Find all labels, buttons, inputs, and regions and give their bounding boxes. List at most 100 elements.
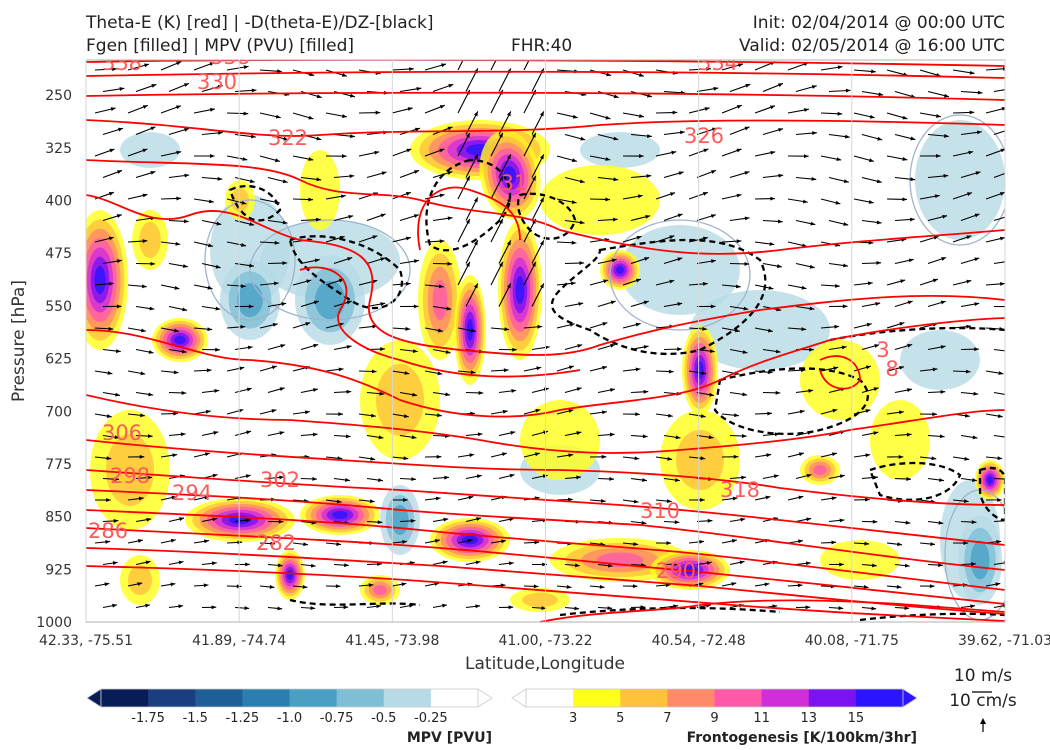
wind-vector-head bbox=[271, 365, 277, 370]
wind-vector-head bbox=[404, 371, 410, 375]
field-fill bbox=[139, 222, 161, 258]
wind-vector-head bbox=[974, 257, 980, 262]
wind-vector-head bbox=[670, 192, 676, 196]
wind-vector-head bbox=[610, 343, 616, 348]
wind-vector-head bbox=[607, 563, 613, 568]
colorbar-extend-left bbox=[511, 688, 527, 708]
wind-vector-head bbox=[216, 221, 222, 226]
wind-vector-head bbox=[764, 582, 770, 587]
wind-vector-head bbox=[579, 179, 585, 184]
field-blob bbox=[958, 515, 1002, 605]
wind-vector-head bbox=[907, 343, 913, 348]
colorbar-segment bbox=[336, 689, 385, 707]
field-fill bbox=[520, 400, 600, 480]
field-fill bbox=[287, 570, 293, 580]
wind-vector-head bbox=[571, 240, 577, 245]
wind-vector-head bbox=[838, 606, 844, 611]
wind-vector-head bbox=[969, 70, 975, 75]
wind-vector-head bbox=[473, 111, 478, 117]
wind-vector-head bbox=[702, 236, 708, 241]
colorbar-segment bbox=[242, 689, 290, 707]
wind-vector-head bbox=[498, 132, 503, 138]
wind-vector-head bbox=[273, 281, 279, 286]
wind-vector-head bbox=[237, 540, 243, 545]
colorbar-segment bbox=[430, 689, 479, 707]
wind-vector-head bbox=[646, 93, 652, 98]
wind-vector-head bbox=[182, 264, 188, 268]
colorbar-tick-label: -1.5 bbox=[183, 711, 208, 726]
wind-vector-head bbox=[974, 347, 979, 352]
wind-vector-head bbox=[504, 327, 510, 332]
wind-vector-head bbox=[145, 603, 150, 608]
wind-vector-head bbox=[736, 148, 742, 153]
wind-vector-head bbox=[744, 261, 750, 266]
colorbar-tick-label: -1.0 bbox=[277, 711, 302, 726]
wind-vector-head bbox=[997, 414, 1003, 418]
wind-vector-head bbox=[447, 216, 453, 221]
ddz-dashed-contour bbox=[288, 235, 403, 310]
wind-vector-head bbox=[966, 279, 972, 284]
wind-vector-head bbox=[115, 349, 121, 353]
wind-vector-head bbox=[246, 387, 252, 392]
wind-vector-head bbox=[735, 284, 741, 289]
fgen-colorbar-label: Frontogenesis [K/100km/3hr] bbox=[687, 730, 917, 746]
wind-vector-head bbox=[998, 371, 1004, 375]
wind-vector-head bbox=[346, 300, 352, 305]
wind-vector bbox=[993, 562, 1005, 566]
wind-vector-head bbox=[308, 197, 314, 202]
colorbar-tick-label: -0.5 bbox=[371, 711, 396, 726]
wind-vector-head bbox=[973, 391, 979, 396]
wind-vector bbox=[993, 130, 1005, 136]
wind-vector-head bbox=[976, 130, 982, 135]
wind-vector-head bbox=[668, 369, 674, 374]
wind-vector-head bbox=[141, 328, 146, 333]
wind-vector-head bbox=[178, 604, 184, 609]
wind-vector-head bbox=[744, 126, 750, 131]
wind-vector-head bbox=[797, 583, 803, 588]
wind-vector-head bbox=[215, 264, 221, 269]
wind-vector-head bbox=[476, 474, 482, 479]
wind-vector-head bbox=[873, 475, 878, 480]
wind-vector-head bbox=[678, 171, 684, 176]
field-fill bbox=[540, 165, 660, 235]
wind-vector-head bbox=[270, 541, 276, 546]
theta-e-contour-layer bbox=[86, 60, 1005, 622]
colorbar-segment bbox=[289, 689, 338, 707]
wind-vector-head bbox=[612, 217, 618, 222]
wind-vector-head bbox=[499, 47, 503, 52]
x-tick-label: 42.33, -75.51 bbox=[39, 633, 133, 649]
wind-vector-head bbox=[308, 115, 314, 120]
wind-vector-head bbox=[706, 561, 712, 565]
wind-vector-head bbox=[207, 327, 213, 332]
wind-vector-head bbox=[315, 217, 321, 222]
wind-vector-head bbox=[171, 495, 177, 500]
wind-vector-head bbox=[442, 603, 447, 608]
wind-vector-head bbox=[865, 497, 870, 502]
wind-vector-head bbox=[733, 454, 739, 459]
wind-vector-head bbox=[372, 279, 378, 284]
wind-vector-head bbox=[215, 306, 221, 311]
wind-vector-head bbox=[700, 498, 705, 502]
ddz-dashed-contour bbox=[868, 461, 962, 501]
theta-e-contour-label: 318 bbox=[720, 478, 760, 502]
wind-vector-head bbox=[446, 306, 452, 311]
wind-vector-head bbox=[1010, 87, 1015, 91]
wind-vector-head bbox=[1005, 477, 1010, 481]
wind-vector-head bbox=[478, 390, 484, 395]
wind-vector-head bbox=[907, 300, 913, 305]
wind-vector-head bbox=[999, 192, 1005, 196]
wind-vector-head bbox=[876, 261, 882, 265]
wind-vector-head bbox=[875, 302, 881, 306]
wind-vector-head bbox=[208, 199, 214, 204]
wind-vector-head bbox=[842, 304, 848, 309]
wind-vector-head bbox=[769, 105, 775, 110]
wind-vector-head bbox=[734, 413, 739, 418]
wind-vector-head bbox=[335, 584, 341, 589]
y-tick-label: 550 bbox=[45, 299, 72, 315]
wind-vector-head bbox=[639, 154, 644, 158]
wind-vector-head bbox=[380, 302, 386, 306]
wind-vector-head bbox=[534, 540, 540, 545]
wind-vector-head bbox=[611, 258, 617, 263]
field-blob bbox=[220, 260, 280, 340]
